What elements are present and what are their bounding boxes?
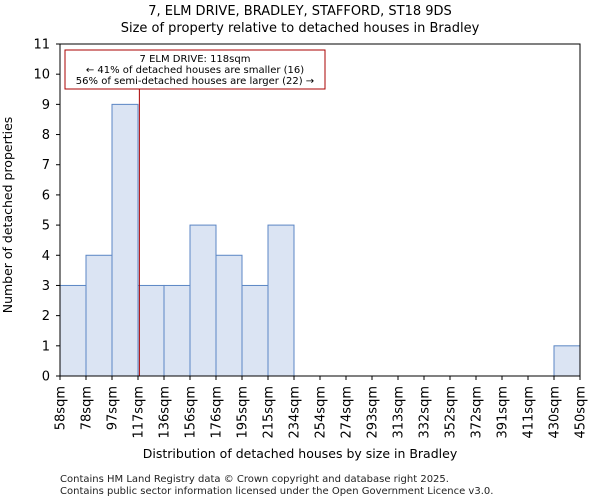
x-tick-label-8: 215sqm [262,386,277,439]
footer-line-2: Contains public sector information licen… [60,486,493,497]
bar-6 [215,254,243,377]
bars-group [59,103,581,377]
x-tick-label-6: 176sqm [210,386,225,439]
bar-5 [189,224,217,377]
bar-19 [553,345,581,377]
bar-8 [267,224,295,377]
y-tick-label-2: 2 [42,309,50,324]
x-tick-label-1: 78sqm [80,386,95,430]
x-tick-label-0: 58sqm [54,386,69,430]
y-tick-label-9: 9 [42,98,50,113]
y-tick-label-0: 0 [42,370,50,385]
x-tick-label-12: 293sqm [366,386,381,439]
y-tick-label-6: 6 [42,188,50,203]
x-tick-label-5: 156sqm [184,386,199,439]
annotation-box: 7 ELM DRIVE: 118sqm ← 41% of detached ho… [64,49,326,90]
annotation-line-1: 7 ELM DRIVE: 118sqm [140,54,251,65]
bar-2 [111,103,139,377]
x-tick-label-20: 450sqm [574,386,589,439]
y-tick-label-5: 5 [42,219,50,234]
x-tick-label-9: 234sqm [288,386,303,439]
chart-title: 7, ELM DRIVE, BRADLEY, STAFFORD, ST18 9D… [148,4,452,19]
y-tick-label-10: 10 [33,68,50,83]
chart-subtitle: Size of property relative to detached ho… [121,21,480,36]
x-tick-label-4: 136sqm [158,386,173,439]
x-axis-label: Distribution of detached houses by size … [143,446,458,461]
x-ticks-group: 58sqm 78sqm 97sqm 117sqm 136sqm 156sqm 176sqm 1… [54,376,589,439]
x-tick-label-11: 274sqm [340,386,355,439]
bar-3 [137,284,165,377]
y-axis-label: Number of detached properties [0,117,15,314]
annotation-line-2: ← 41% of detached houses are smaller (16… [86,65,304,76]
y-tick-label-4: 4 [42,249,50,264]
footer-line-1: Contains HM Land Registry data © Crown c… [60,474,449,485]
y-tick-label-11: 11 [33,38,50,53]
annotation-line-3: 56% of semi-detached houses are larger (… [76,76,314,87]
y-tick-label-1: 1 [42,339,50,354]
y-tick-label-3: 3 [42,279,50,294]
bar-1 [85,254,113,377]
x-tick-label-16: 372sqm [470,386,485,439]
y-ticks-group: 0 1 2 3 4 5 6 7 8 9 10 11 [33,38,60,385]
x-tick-label-17: 391sqm [496,386,511,439]
y-tick-label-8: 8 [42,128,50,143]
x-tick-label-10: 254sqm [314,386,329,439]
x-tick-label-3: 117sqm [132,386,147,439]
x-tick-label-18: 411sqm [522,386,537,439]
bar-4 [163,284,191,377]
bar-0 [59,284,87,377]
x-tick-label-19: 430sqm [548,386,563,439]
x-tick-label-14: 332sqm [418,386,433,439]
x-tick-label-7: 195sqm [236,386,251,439]
x-tick-label-13: 313sqm [392,386,407,439]
x-tick-label-2: 97sqm [106,386,121,430]
y-tick-label-7: 7 [42,158,50,173]
x-tick-label-15: 352sqm [444,386,459,439]
bar-7 [241,284,269,377]
annotation-frame [64,49,326,90]
